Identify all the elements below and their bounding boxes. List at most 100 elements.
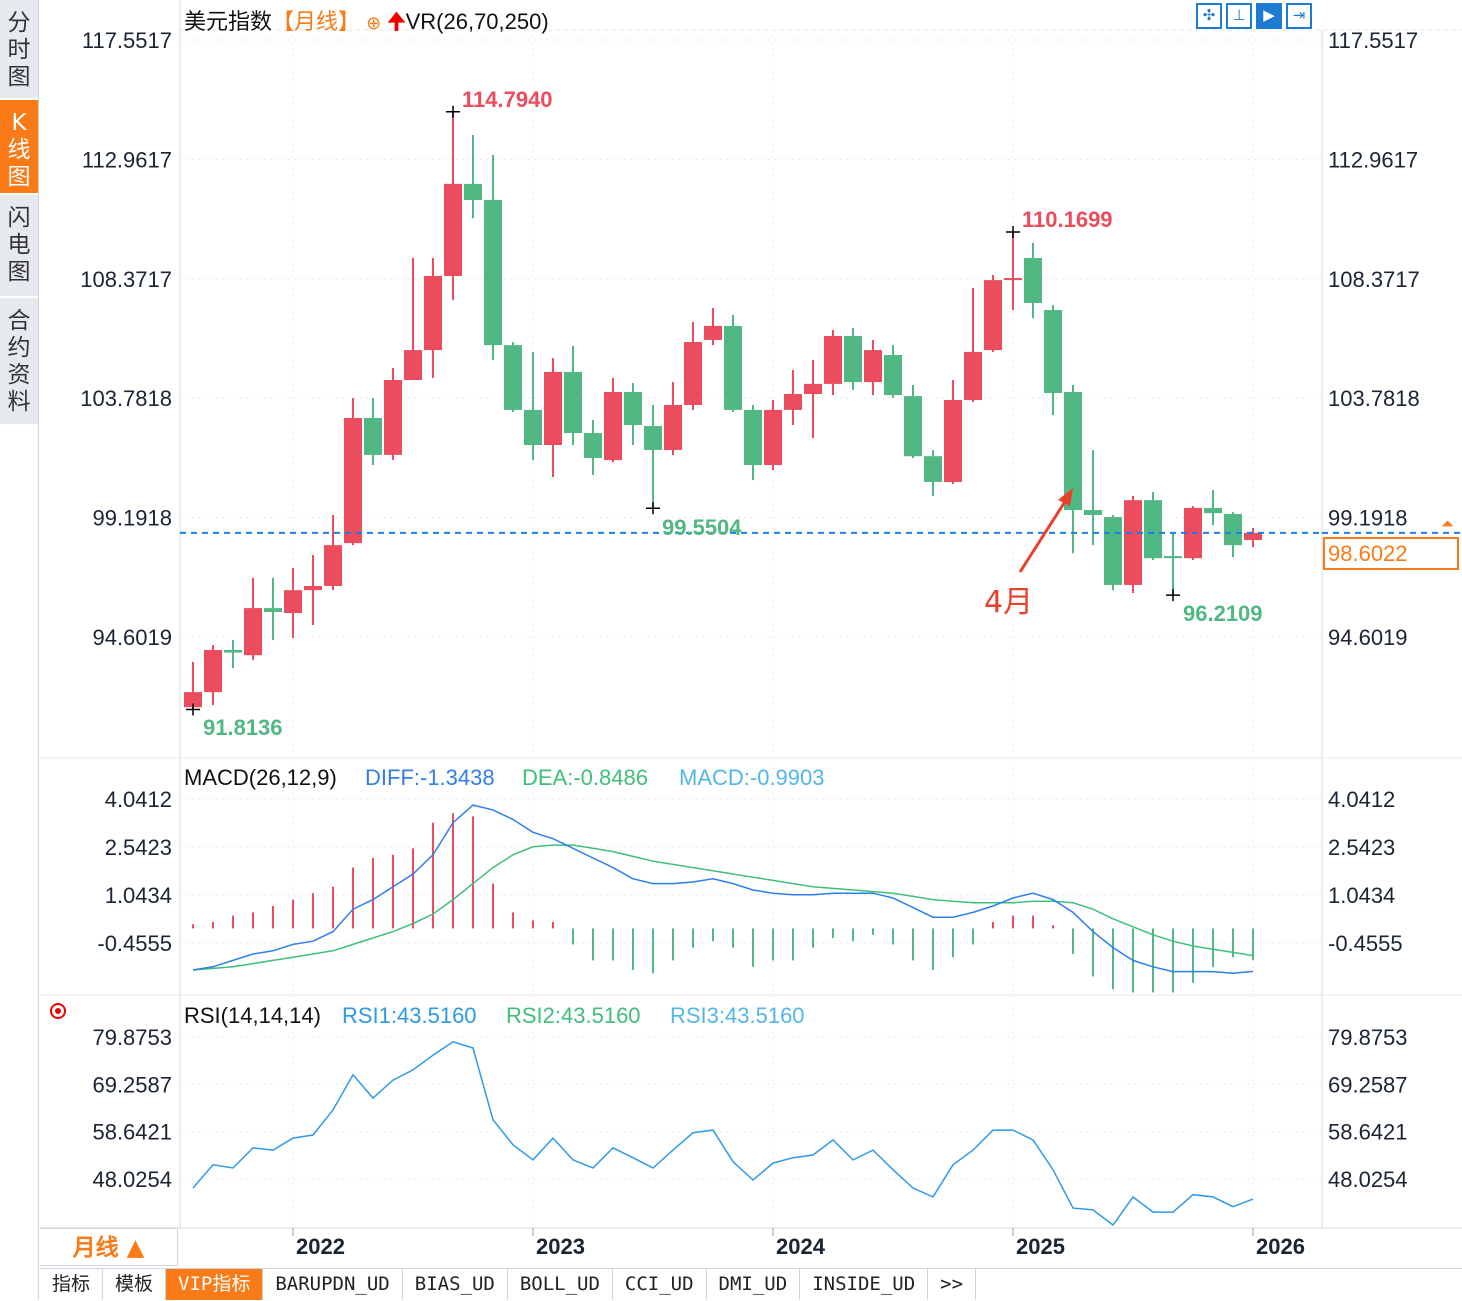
candle-body	[1164, 556, 1182, 559]
indicator-tabs: 指标 模板 VIP指标 BARUPDN_UD BIAS_UD BOLL_UD C…	[40, 1268, 1462, 1301]
play-axis-icon[interactable]: ▶	[1256, 3, 1282, 29]
circle-plus-icon[interactable]: ⊕	[366, 13, 382, 33]
candle-body	[864, 350, 882, 383]
rsi3-value: RSI3:43.5160	[670, 1003, 805, 1028]
candle-body	[224, 649, 242, 653]
dea-value: DEA:-0.8486	[522, 765, 648, 790]
low-label: 99.5504	[662, 515, 742, 540]
current-price-marker-icon: ⏶	[1441, 516, 1454, 533]
extreme-marker	[1166, 589, 1180, 602]
rsi-line	[192, 1040, 1254, 1227]
candle-body	[824, 336, 842, 384]
candle-body	[404, 350, 422, 380]
candle-body	[1144, 500, 1162, 559]
candle-body	[1064, 391, 1082, 511]
candle-body	[1244, 532, 1262, 540]
sidebar-tab-kline[interactable]: K线图	[0, 100, 38, 195]
high-label: 114.7940	[462, 87, 553, 112]
tab-bias[interactable]: BIAS_UD	[402, 1269, 508, 1300]
candle-body	[464, 183, 482, 201]
rsi1-value: RSI1:43.5160	[342, 1003, 477, 1028]
period-label: 【月线】	[272, 9, 361, 34]
instrument-title: 美元指数	[184, 9, 273, 34]
candle-body	[884, 355, 902, 396]
candle-body	[1024, 258, 1042, 304]
candle-body	[364, 417, 382, 455]
y-tick-label-right: 4.0412	[1328, 787, 1395, 812]
candle-body	[564, 371, 582, 434]
tab-indicators[interactable]: 指标	[40, 1269, 104, 1300]
shift-right-icon[interactable]: ⇥	[1286, 3, 1312, 29]
y-tick-label-right: 103.7818	[1328, 386, 1420, 411]
y-tick-label-left: 94.6019	[92, 625, 172, 650]
tab-cci[interactable]: CCI_UD	[612, 1269, 707, 1300]
candle-body	[384, 379, 402, 455]
x-tick-label: 2024	[776, 1234, 826, 1259]
period-selector[interactable]: 月线 ▲	[40, 1228, 178, 1266]
candle-body	[584, 433, 602, 459]
candle-body	[664, 404, 682, 450]
low-label: 91.8136	[203, 715, 283, 740]
extreme-marker	[186, 703, 200, 716]
y-tick-label-left: 108.3717	[80, 267, 172, 292]
y-tick-label-left: 2.5423	[105, 835, 172, 860]
y-tick-label-left: 58.6421	[92, 1120, 172, 1145]
candle-body	[764, 409, 782, 466]
rsi-settings-icon[interactable]	[50, 1003, 66, 1019]
y-tick-label-left: 103.7818	[80, 386, 172, 411]
current-price-label: 98.6022	[1323, 537, 1459, 570]
candle-body	[1104, 517, 1122, 585]
candle-body	[544, 371, 562, 446]
candle-body	[424, 275, 442, 351]
y-tick-label-right: 117.5517	[1328, 28, 1418, 53]
x-tick-label: 2022	[296, 1234, 345, 1259]
sidebar-tab-flash[interactable]: 闪电图	[0, 195, 38, 298]
sidebar-tab-timeshare[interactable]: 分时图	[0, 0, 38, 100]
dea-line	[192, 844, 1254, 971]
y-tick-label-left: 112.9617	[82, 147, 172, 172]
sidebar-tab-contract-info[interactable]: 合约资料	[0, 298, 38, 426]
vr-indicator-label: VR(26,70,250)	[405, 9, 549, 34]
high-label: 110.1699	[1022, 207, 1113, 232]
tab-dmi[interactable]: DMI_UD	[706, 1269, 801, 1300]
macd-title: MACD(26,12,9)	[184, 765, 337, 790]
sidebar: 分时图 K线图 闪电图 合约资料	[0, 0, 39, 1300]
chart-header: 美元指数【月线】 ⊕ 🠉VR(26,70,250)	[184, 4, 549, 43]
candle-body	[1124, 500, 1142, 585]
y-tick-label-left: -0.4555	[97, 931, 172, 956]
chart-toolbar: ✣ ⊥ ▶ ⇥	[1196, 3, 1312, 29]
candle-body	[524, 409, 542, 446]
tab-vip-indicators[interactable]: VIP指标	[166, 1269, 264, 1300]
extreme-marker	[646, 502, 660, 515]
red-up-arrow-icon[interactable]: 🠉	[387, 9, 406, 34]
candle-body	[644, 426, 662, 450]
tab-barupdn[interactable]: BARUPDN_UD	[263, 1269, 403, 1300]
tab-inside[interactable]: INSIDE_UD	[800, 1269, 929, 1300]
y-tick-label-left: 4.0412	[105, 787, 172, 812]
tab-boll[interactable]: BOLL_UD	[507, 1269, 613, 1300]
tab-templates[interactable]: 模板	[103, 1269, 167, 1300]
axis-range-icon[interactable]: ⊥	[1226, 3, 1252, 29]
candle-body	[1044, 310, 1062, 393]
candle-body	[484, 200, 502, 346]
y-tick-label-left: 69.2587	[92, 1072, 172, 1097]
tab-more[interactable]: >>	[928, 1269, 977, 1300]
candle-body	[244, 608, 262, 656]
y-tick-label-right: 2.5423	[1328, 835, 1395, 860]
chart-canvas[interactable]: 2022 2023 2024 2025 2026 117.5517 117.5517 112.…	[0, 0, 1462, 1268]
candle-body	[344, 417, 362, 544]
candle-body	[1084, 510, 1102, 515]
x-tick-label: 2025	[1016, 1234, 1065, 1259]
y-tick-label-right: 1.0434	[1328, 883, 1395, 908]
candle-body	[964, 351, 982, 401]
low-label: 96.2109	[1183, 601, 1263, 626]
crosshair-icon[interactable]: ✣	[1196, 3, 1222, 29]
candle-body	[924, 456, 942, 482]
candle-body	[684, 342, 702, 405]
y-tick-label-left: 48.0254	[92, 1167, 172, 1192]
y-tick-label-right: 69.2587	[1328, 1072, 1408, 1097]
extreme-marker	[446, 105, 460, 118]
candle-body	[444, 183, 462, 276]
y-tick-label-left: 117.5517	[82, 28, 172, 53]
candle-body	[704, 325, 722, 340]
